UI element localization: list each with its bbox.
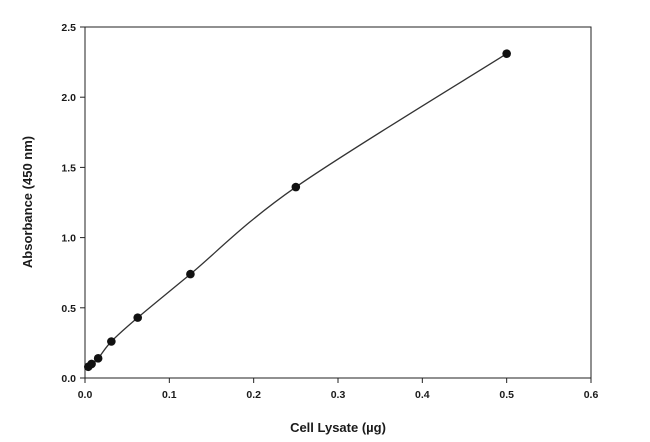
x-tick-label: 0.2 (246, 389, 261, 401)
plot-frame (84, 26, 592, 379)
data-point (87, 359, 96, 369)
x-axis-title: Cell Lysate (µg) (290, 420, 386, 435)
y-tick-label: 2.0 (61, 92, 76, 104)
y-tick-label: 0.5 (61, 303, 76, 315)
y-tick-label: 2.5 (61, 22, 76, 34)
data-point (502, 49, 511, 58)
x-tick-label: 0.3 (331, 389, 346, 401)
y-tick-label: 1.0 (61, 233, 76, 245)
x-tick-label: 0.4 (415, 389, 430, 401)
data-point (291, 182, 301, 192)
data-point (133, 313, 143, 322)
fit-curve (87, 53, 508, 368)
tick-labels: 0.0 0.1 0.2 0.3 0.4 0.5 0.6 0.0 0.5 1.0 1.5 2.0 2.5 (61, 22, 598, 401)
x-tick-label: 0.6 (584, 389, 599, 401)
tick-marks (80, 26, 592, 383)
data-point (93, 354, 103, 363)
data-point (107, 337, 116, 346)
data-points (83, 49, 511, 372)
y-axis-title: Absorbance (450 nm) (20, 136, 35, 268)
y-tick-label: 1.5 (61, 162, 76, 174)
x-tick-label: 0.5 (499, 389, 514, 401)
x-tick-label: 0.1 (162, 389, 177, 401)
x-tick-label: 0.0 (78, 389, 93, 401)
y-tick-label: 0.0 (61, 373, 76, 385)
data-point (186, 269, 195, 279)
